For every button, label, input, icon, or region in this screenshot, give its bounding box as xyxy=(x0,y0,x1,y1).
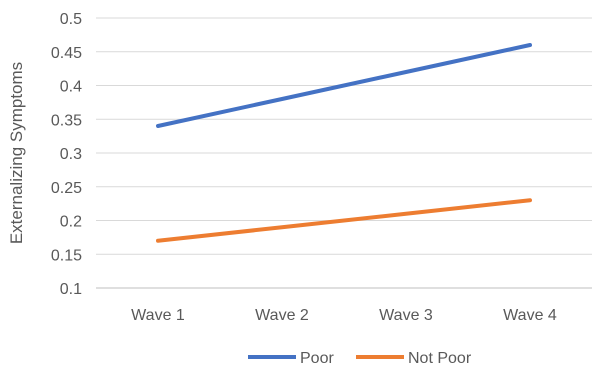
series-lines xyxy=(156,43,532,243)
y-tick-label: 0.2 xyxy=(60,214,82,231)
x-axis-ticks: Wave 1 Wave 2 Wave 3 Wave 4 xyxy=(131,307,557,324)
y-tick-label: 0.1 xyxy=(60,281,82,298)
y-tick-label: 0.3 xyxy=(60,146,82,163)
y-axis-ticks: 0.1 0.15 0.2 0.25 0.3 0.35 0.4 0.45 0.5 xyxy=(51,11,82,298)
x-tick-label: Wave 4 xyxy=(503,307,557,324)
series-line-poor xyxy=(156,43,532,128)
y-tick-label: 0.15 xyxy=(51,247,82,264)
legend-label: Poor xyxy=(300,350,334,367)
y-tick-label: 0.35 xyxy=(51,112,82,129)
x-tick-label: Wave 1 xyxy=(131,307,185,324)
y-tick-label: 0.25 xyxy=(51,180,82,197)
y-axis-label: Externalizing Symptoms xyxy=(7,62,26,244)
x-tick-label: Wave 2 xyxy=(255,307,309,324)
gridlines xyxy=(96,17,592,289)
legend-label: Not Poor xyxy=(408,350,472,367)
y-tick-label: 0.5 xyxy=(60,11,82,28)
y-tick-label: 0.4 xyxy=(60,79,82,96)
series-line-not-poor xyxy=(156,198,532,243)
legend: Poor Not Poor xyxy=(248,350,472,367)
x-tick-label: Wave 3 xyxy=(379,307,433,324)
y-tick-label: 0.45 xyxy=(51,45,82,62)
